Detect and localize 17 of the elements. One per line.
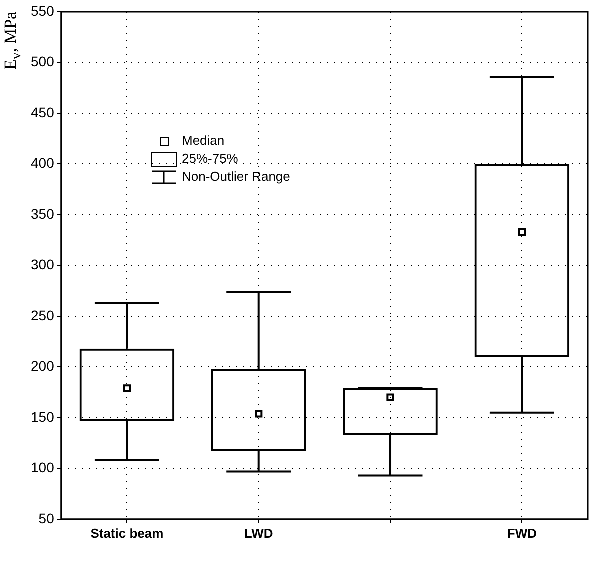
y-tick-label: 550: [31, 2, 55, 19]
y-tick-label: 50: [38, 510, 55, 526]
y-tick-label: 400: [31, 155, 55, 172]
y-tick-label: 450: [31, 104, 55, 120]
annotation: Non-Outlier Range: [182, 168, 290, 186]
y-tick-label: 250: [31, 307, 55, 324]
annotation: 25%-75%: [182, 150, 238, 168]
y-tick-label: 350: [31, 206, 55, 222]
x-tick-label: Static beam: [90, 526, 164, 541]
x-tick-label: LWD: [244, 526, 274, 541]
x-tick-label: FWD: [507, 526, 537, 541]
y-tick-label: 200: [31, 358, 55, 374]
y-tick-label: 500: [31, 54, 55, 70]
annotation: Median: [182, 132, 225, 150]
y-tick-label: 300: [31, 256, 55, 273]
y-tick-label: 100: [31, 460, 55, 476]
y-tick-label: 150: [31, 408, 55, 425]
